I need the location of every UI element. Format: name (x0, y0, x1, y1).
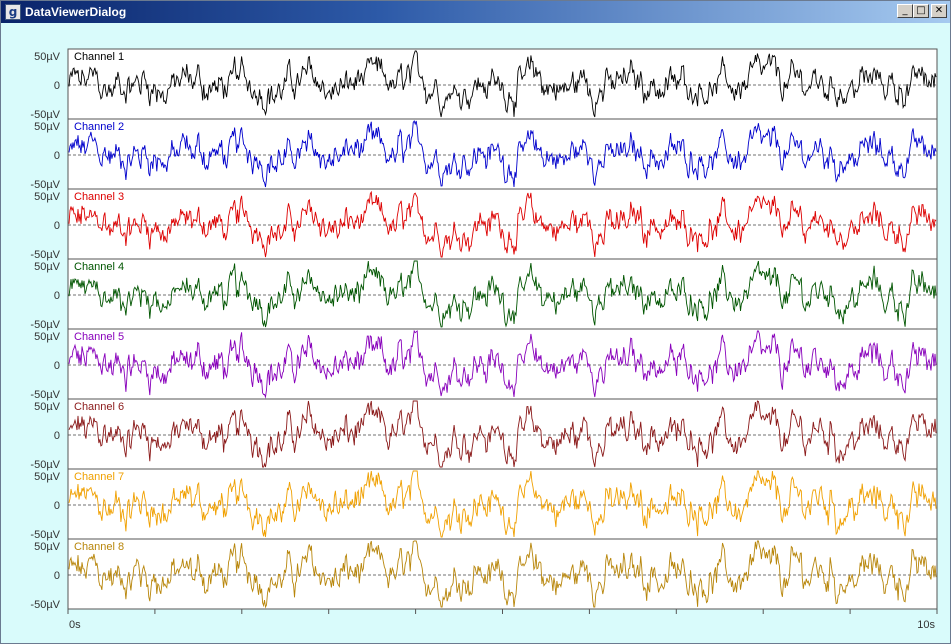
close-icon: ✕ (934, 5, 944, 16)
y-label-top: 50µV (34, 541, 61, 553)
channel-trace[interactable] (68, 470, 937, 538)
x-label-start: 0s (69, 619, 81, 631)
y-label-top: 50µV (34, 261, 61, 273)
x-label-end: 10s (917, 619, 935, 631)
y-label-top: 50µV (34, 471, 61, 483)
channel-trace[interactable] (68, 119, 937, 188)
channel-trace[interactable] (68, 190, 937, 258)
y-label-top: 50µV (34, 121, 61, 133)
y-label-bottom: -50µV (30, 599, 60, 611)
y-label-bottom: -50µV (30, 179, 60, 191)
y-label-bottom: -50µV (30, 109, 60, 121)
minimize-icon: _ (902, 5, 908, 16)
y-label-bottom: -50µV (30, 319, 60, 331)
y-label-zero: 0 (54, 150, 60, 162)
channel-label: Channel 8 (74, 541, 124, 553)
y-label-zero: 0 (54, 360, 60, 372)
window-title: DataViewerDialog (25, 5, 127, 19)
y-label-bottom: -50µV (30, 389, 60, 401)
channel-trace[interactable] (68, 50, 937, 118)
channel-label: Channel 4 (74, 261, 124, 273)
channel-trace[interactable] (68, 400, 937, 468)
channel-label: Channel 5 (74, 331, 124, 343)
channel-label: Channel 7 (74, 471, 124, 483)
y-label-zero: 0 (54, 430, 60, 442)
y-label-zero: 0 (54, 80, 60, 92)
y-label-zero: 0 (54, 570, 60, 582)
close-button[interactable]: ✕ (931, 4, 947, 18)
channel-label: Channel 2 (74, 121, 124, 133)
y-label-top: 50µV (34, 401, 61, 413)
app-icon[interactable]: g (5, 4, 21, 20)
channel-label: Channel 3 (74, 191, 124, 203)
y-label-zero: 0 (54, 290, 60, 302)
maximize-icon: □ (916, 5, 926, 16)
title-bar[interactable]: g DataViewerDialog _ □ ✕ (1, 1, 950, 23)
y-label-zero: 0 (54, 500, 60, 512)
y-label-zero: 0 (54, 220, 60, 232)
channel-trace[interactable] (68, 540, 937, 609)
y-label-top: 50µV (34, 191, 61, 203)
channel-trace[interactable] (68, 329, 937, 399)
y-label-bottom: -50µV (30, 459, 60, 471)
y-label-top: 50µV (34, 51, 61, 63)
maximize-button[interactable]: □ (913, 4, 929, 18)
y-label-bottom: -50µV (30, 529, 60, 541)
y-label-bottom: -50µV (30, 249, 60, 261)
eeg-plot[interactable]: 50µV 0 -50µV Channel 1 50µV 0 -50µV Channel 2 50… (1, 23, 950, 643)
minimize-button[interactable]: _ (897, 4, 913, 18)
y-label-top: 50µV (34, 331, 61, 343)
channel-trace[interactable] (68, 260, 937, 328)
channel-label: Channel 6 (74, 401, 124, 413)
channel-label: Channel 1 (74, 51, 124, 63)
